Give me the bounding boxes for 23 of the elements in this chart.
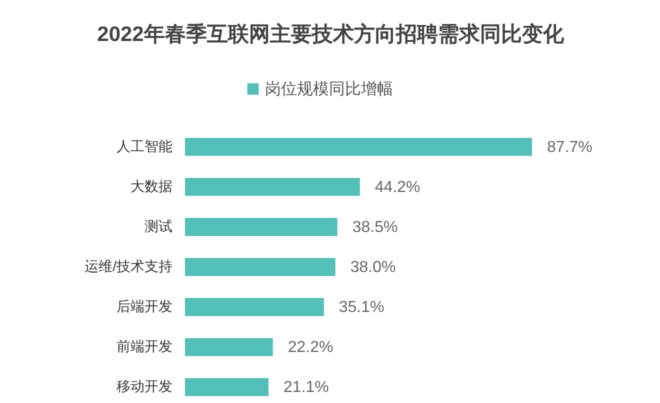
bar <box>185 258 336 276</box>
y-tick-label: 大数据 <box>130 178 172 194</box>
bar <box>185 138 532 156</box>
chart-title: 2022年春季互联网主要技术方向招聘需求同比变化 <box>97 22 565 46</box>
y-tick-label: 人工智能 <box>116 138 172 154</box>
data-label: 87.7% <box>547 138 592 156</box>
y-tick-label: 移动开发 <box>116 378 172 394</box>
y-tick-label: 前端开发 <box>116 338 172 354</box>
data-label: 38.0% <box>350 259 396 276</box>
data-label: 35.1% <box>338 299 384 316</box>
y-tick-label: 后端开发 <box>116 298 172 314</box>
bar <box>185 218 338 236</box>
bar <box>185 338 273 356</box>
data-label: 22.2% <box>288 339 334 356</box>
bar <box>185 298 324 316</box>
data-label: 21.1% <box>283 379 329 396</box>
bar <box>185 178 360 196</box>
data-label: 38.5% <box>352 218 398 236</box>
y-tick-label: 运维/技术支持 <box>84 258 172 274</box>
bar <box>185 378 268 396</box>
y-tick-label: 测试 <box>144 218 172 234</box>
data-label: 44.2% <box>374 178 420 196</box>
legend-label: 岗位规模同比增幅 <box>265 80 393 98</box>
